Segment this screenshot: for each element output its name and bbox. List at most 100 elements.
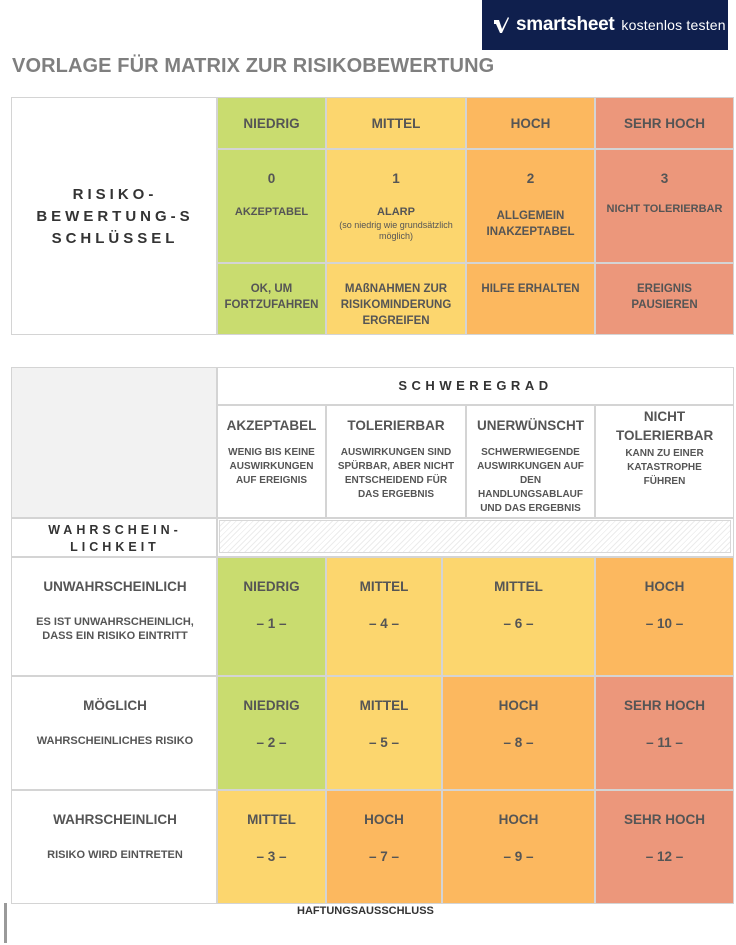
risk-cell: HOCH – 9 – <box>442 790 595 904</box>
likelihood-line-2: LICHKEIT <box>70 540 160 554</box>
disclaimer-link[interactable]: HAFTUNGSAUSSCHLUSS <box>297 905 434 917</box>
key-action: MAßNAHMEN ZUR RISIKOMINDERUNG ERGREIFEN <box>340 283 452 327</box>
severity-col-nicht-tolerierbar: NICHT TOLERIERBAR KANN ZU EINER KATASTRO… <box>595 405 734 518</box>
page-title: VORLAGE FÜR MATRIX ZUR RISIKOBEWERTUNG <box>12 55 495 77</box>
likelihood-row-title: UNWAHRSCHEINLICH <box>43 579 187 594</box>
key-action-mittel: MAßNAHMEN ZUR RISIKOMINDERUNG ERGREIFEN <box>326 263 466 335</box>
likelihood-row-title: WAHRSCHEINLICH <box>53 812 177 827</box>
risk-level: MITTEL <box>359 698 409 713</box>
likelihood-spacer <box>217 518 734 557</box>
severity-col-title: NICHT TOLERIERBAR <box>616 409 714 443</box>
key-label-line-1: RISIKO- <box>72 186 158 203</box>
severity-header: SCHWEREGRAD <box>217 367 734 405</box>
likelihood-row-label: UNWAHRSCHEINLICH ES IST UNWAHRSCHEINLICH,… <box>11 557 217 676</box>
risk-score: – 12 – <box>645 849 684 864</box>
key-score: 0 <box>267 171 276 186</box>
risk-level: HOCH <box>498 698 539 713</box>
risk-cell: SEHR HOCH – 12 – <box>595 790 734 904</box>
key-rating: ALLGEMEIN INAKZEPTABEL <box>486 210 575 238</box>
risk-cell: MITTEL – 6 – <box>442 557 595 676</box>
key-rating-niedrig: 0 AKZEPTABEL <box>217 149 326 263</box>
likelihood-header: WAHRSCHEIN- LICHKEIT <box>11 518 217 557</box>
likelihood-row-label: WAHRSCHEINLICH RISIKO WIRD EINTRETEN <box>11 790 217 904</box>
risk-level: NIEDRIG <box>243 698 300 713</box>
key-action: EREIGNIS PAUSIEREN <box>631 283 698 311</box>
key-action-niedrig: OK, UM FORTZUFAHREN <box>217 263 326 335</box>
severity-col-desc: SCHWERWIEGENDE AUSWIRKUNGEN AUF DEN HAND… <box>477 447 584 514</box>
severity-col-title: AKZEPTABEL <box>226 418 317 433</box>
key-label-line-3: SCHLÜSSEL <box>51 230 179 247</box>
risk-level: SEHR HOCH <box>623 812 705 827</box>
severity-col-desc: KANN ZU EINER KATASTROPHE FÜHREN <box>625 448 704 487</box>
key-rating-sehr-hoch: 3 NICHT TOLERIERBAR <box>595 149 734 263</box>
smartsheet-logo-icon <box>494 17 509 33</box>
key-score: 3 <box>660 171 669 186</box>
risk-score: – 3 – <box>256 849 287 864</box>
risk-score: – 1 – <box>256 616 287 631</box>
risk-score: – 4 – <box>368 616 400 631</box>
risk-level: MITTEL <box>359 579 409 594</box>
key-score: 2 <box>526 171 535 186</box>
key-score: 1 <box>392 171 400 186</box>
key-level-niedrig: NIEDRIG <box>217 97 326 149</box>
key-rating: ALARP <box>377 206 415 218</box>
key-level-mittel: MITTEL <box>326 97 466 149</box>
risk-level: MITTEL <box>494 579 543 594</box>
severity-title: SCHWEREGRAD <box>398 378 553 393</box>
risk-cell: MITTEL – 3 – <box>217 790 326 904</box>
key-level-sehr-hoch: SEHR HOCH <box>595 97 734 149</box>
key-level-label: HOCH <box>510 116 551 131</box>
severity-col-unerwuenscht: UNERWÜNSCHT SCHWERWIEGENDE AUSWIRKUNGEN … <box>466 405 595 518</box>
risk-score: – 6 – <box>503 616 534 631</box>
key-action: HILFE ERHALTEN <box>481 283 580 295</box>
risk-score: – 5 – <box>368 735 400 750</box>
likelihood-row-title: MÖGLICH <box>83 698 147 713</box>
key-action-hoch: HILFE ERHALTEN <box>466 263 595 335</box>
risk-score: – 11 – <box>646 735 683 750</box>
risk-cell: HOCH – 8 – <box>442 676 595 790</box>
key-rating-note: (so niedrig wie grundsätzlich möglich) <box>339 220 453 241</box>
risk-score: – 10 – <box>645 616 684 631</box>
key-rating-mittel: 1 ALARP (so niedrig wie grundsätzlich mö… <box>326 149 466 263</box>
severity-col-desc: WENIG BIS KEINE AUSWIRKUNGEN AUF EREIGNI… <box>228 447 315 486</box>
key-label-line-2: BEWERTUNG-S <box>36 208 194 225</box>
key-level-label: NIEDRIG <box>243 116 300 131</box>
risk-cell: NIEDRIG – 1 – <box>217 557 326 676</box>
severity-col-title: UNERWÜNSCHT <box>477 418 584 433</box>
risk-score: – 2 – <box>256 735 287 750</box>
severity-col-title: TOLERIERBAR <box>347 418 445 433</box>
key-level-label: MITTEL <box>371 116 421 131</box>
risk-cell: SEHR HOCH – 11 – <box>595 676 734 790</box>
risk-cell: MITTEL – 4 – <box>326 557 442 676</box>
free-trial-link[interactable]: kostenlos testen <box>621 17 726 33</box>
likelihood-row-desc: WAHRSCHEINLICHES RISIKO <box>36 735 194 747</box>
risk-level: HOCH <box>364 812 404 827</box>
likelihood-line-1: WAHRSCHEIN- <box>48 523 182 537</box>
likelihood-row-label: MÖGLICH WAHRSCHEINLICHES RISIKO <box>11 676 217 790</box>
key-action-sehr-hoch: EREIGNIS PAUSIEREN <box>595 263 734 335</box>
risk-score: – 8 – <box>503 735 534 750</box>
risk-level: HOCH <box>644 579 685 594</box>
hatched-input-area <box>219 520 731 553</box>
likelihood-row-desc: ES IST UNWAHRSCHEINLICH, DASS EIN RISIKO… <box>36 616 194 642</box>
key-action: OK, UM FORTZUFAHREN <box>224 283 319 311</box>
key-rating-hoch: 2 ALLGEMEIN INAKZEPTABEL <box>466 149 595 263</box>
risk-level: HOCH <box>498 812 539 827</box>
key-label-cell: RISIKO- BEWERTUNG-S SCHLÜSSEL <box>11 97 217 335</box>
risk-score: – 9 – <box>503 849 534 864</box>
risk-level: MITTEL <box>247 812 296 827</box>
risk-level: SEHR HOCH <box>623 698 705 713</box>
risk-cell: MITTEL – 5 – <box>326 676 442 790</box>
key-rating: NICHT TOLERIERBAR <box>606 203 723 215</box>
smartsheet-banner[interactable]: smartsheet kostenlos testen <box>482 0 728 50</box>
page-edge-marker <box>4 903 7 943</box>
risk-level: NIEDRIG <box>243 579 300 594</box>
key-level-label: SEHR HOCH <box>623 116 705 131</box>
matrix-corner-cell <box>11 367 217 518</box>
key-rating: AKZEPTABEL <box>234 206 309 218</box>
severity-col-akzeptabel: AKZEPTABEL WENIG BIS KEINE AUSWIRKUNGEN … <box>217 405 326 518</box>
risk-score: – 7 – <box>368 849 400 864</box>
risk-cell: NIEDRIG – 2 – <box>217 676 326 790</box>
brand-name: smartsheet <box>516 14 615 35</box>
key-level-hoch: HOCH <box>466 97 595 149</box>
